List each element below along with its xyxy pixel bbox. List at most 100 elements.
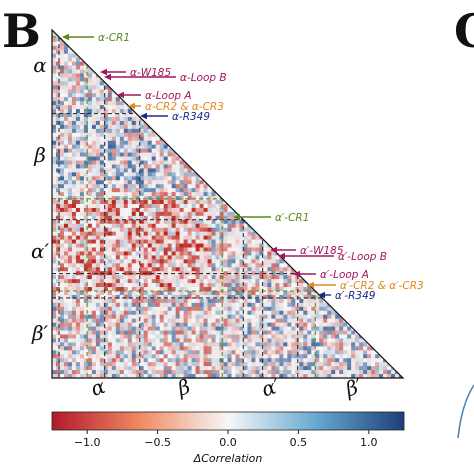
heatmap-cell (159, 283, 164, 288)
heatmap-cell (52, 358, 57, 363)
heatmap-cell (87, 184, 93, 189)
heatmap-cell (123, 223, 129, 229)
heatmap-cell (59, 89, 65, 94)
heatmap-cell (227, 207, 232, 213)
heatmap-cell (52, 57, 57, 62)
heatmap-cell (247, 247, 252, 252)
heatmap-cell (195, 350, 200, 355)
heatmap-cell (107, 255, 113, 260)
heatmap-cell (87, 318, 93, 323)
heatmap-cell (71, 223, 77, 229)
heatmap-cell (52, 49, 57, 55)
heatmap-cell (243, 279, 248, 284)
heatmap-cell (99, 251, 105, 256)
heatmap-cell (267, 330, 272, 335)
heatmap-cell (275, 338, 280, 343)
heatmap-cell (103, 318, 109, 323)
heatmap-cell (183, 172, 188, 177)
heatmap-cell (323, 326, 328, 331)
heatmap-cell (323, 342, 328, 347)
heatmap-cell (83, 338, 89, 343)
heatmap-cell (183, 255, 188, 260)
heatmap-cell (123, 128, 129, 134)
heatmap-cell (83, 227, 89, 232)
heatmap-cell (147, 204, 153, 209)
heatmap-cell (191, 180, 196, 185)
heatmap-cell (87, 152, 93, 157)
heatmap-cell (55, 211, 61, 217)
heatmap-cell (159, 374, 164, 378)
heatmap-cell (283, 294, 288, 300)
heatmap-cell (239, 326, 244, 331)
heatmap-cell (215, 310, 220, 316)
heatmap-cell (343, 358, 348, 363)
heatmap-cell (311, 354, 316, 359)
heatmap-cell (131, 120, 137, 126)
heatmap-cell (103, 235, 109, 240)
heatmap-cell (79, 188, 85, 193)
heatmap-cell (87, 156, 93, 161)
heatmap-cell (83, 152, 89, 157)
heatmap-cell (143, 192, 149, 197)
heatmap-cell (231, 223, 236, 229)
heatmap-cell (111, 306, 117, 312)
heatmap-cell (155, 263, 160, 268)
heatmap-cell (183, 283, 188, 288)
heatmap-cell (211, 342, 216, 347)
heatmap-cell (135, 207, 141, 213)
heatmap-cell (271, 334, 276, 339)
heatmap-cell (151, 291, 157, 296)
heatmap-cell (247, 239, 252, 244)
heatmap-cell (107, 180, 113, 185)
heatmap-cell (163, 188, 168, 193)
heatmap-cell (123, 160, 129, 165)
heatmap-cell (55, 89, 61, 94)
heatmap-cell (52, 211, 57, 217)
heatmap-cell (119, 235, 125, 240)
heatmap-cell (75, 239, 81, 244)
heatmap-cell (67, 334, 73, 339)
heatmap-cell (67, 85, 73, 90)
heatmap-cell (279, 291, 284, 296)
heatmap-cell (331, 322, 336, 327)
heatmap-cell (159, 370, 164, 375)
heatmap-cell (107, 152, 113, 157)
heatmap-cell (187, 358, 192, 363)
heatmap-cell (87, 120, 93, 126)
heatmap-cell (219, 370, 224, 375)
heatmap-cell (83, 77, 89, 82)
heatmap-cell (111, 318, 117, 323)
heatmap-cell (259, 251, 264, 256)
heatmap-cell (187, 291, 192, 296)
heatmap-cell (83, 302, 89, 308)
heatmap-cell (247, 291, 252, 296)
heatmap-cell (135, 204, 141, 209)
heatmap-cell (95, 188, 101, 193)
heatmap-cell (83, 196, 89, 201)
heatmap-cell (183, 184, 188, 189)
heatmap-cell (323, 366, 328, 371)
heatmap-cell (107, 267, 113, 272)
heatmap-cell (115, 140, 121, 145)
heatmap-cell (215, 298, 220, 304)
heatmap-cell (52, 231, 57, 236)
heatmap-cell (123, 267, 129, 272)
heatmap-cell (87, 77, 93, 82)
heatmap-cell (299, 358, 304, 363)
heatmap-cell (59, 287, 65, 292)
heatmap-cell (291, 298, 296, 304)
heatmap-cell (331, 342, 336, 347)
heatmap-cell (171, 334, 176, 339)
heatmap-cell (283, 370, 288, 375)
heatmap-cell (119, 298, 125, 304)
heatmap-cell (303, 334, 308, 339)
heatmap-cell (123, 219, 129, 225)
heatmap-cell (191, 200, 196, 205)
heatmap-cell (147, 207, 153, 213)
heatmap-cell (159, 338, 164, 343)
heatmap-cell (83, 164, 89, 169)
heatmap-cell (223, 219, 228, 225)
heatmap-cell (83, 362, 89, 367)
heatmap-cell (155, 354, 160, 359)
heatmap-cell (75, 342, 81, 347)
